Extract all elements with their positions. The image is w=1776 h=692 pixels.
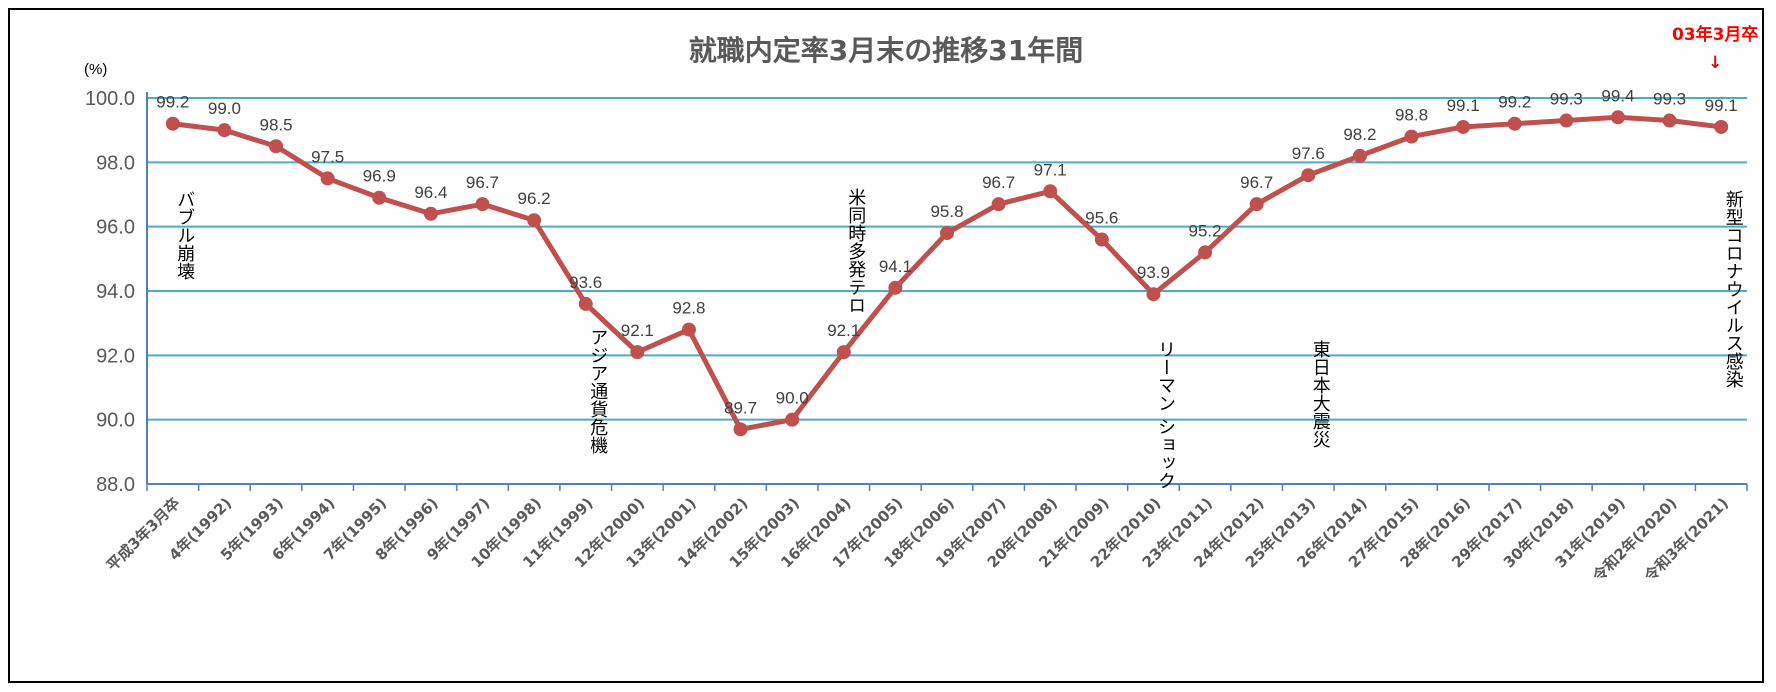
data-label: 96.7 bbox=[1240, 173, 1273, 192]
y-axis-tick-labels: 88.0 90.0 92.0 94.0 96.0 98.0 100.0 bbox=[85, 88, 135, 496]
data-label: 99.1 bbox=[1447, 96, 1480, 115]
data-point bbox=[1146, 287, 1161, 302]
data-point bbox=[836, 345, 851, 360]
event-annotation: アジア通貨危機 bbox=[587, 328, 608, 455]
data-point bbox=[1507, 116, 1522, 131]
data-point bbox=[1301, 168, 1316, 183]
data-label: 98.5 bbox=[259, 115, 292, 134]
data-points bbox=[165, 110, 1729, 437]
data-point bbox=[372, 190, 387, 205]
data-label: 99.1 bbox=[1705, 96, 1738, 115]
x-axis-tick-labels: 平成3年3月卒4年(1992)5年(1993)6年(1994)7年(1995)8… bbox=[103, 494, 1732, 585]
y-tick-label: 100.0 bbox=[85, 88, 135, 110]
data-point bbox=[1404, 129, 1419, 144]
data-point bbox=[630, 345, 645, 360]
data-point bbox=[785, 412, 800, 427]
event-annotation: 新型コロナウイルス感染 bbox=[1723, 190, 1744, 388]
data-point bbox=[991, 197, 1006, 212]
data-point bbox=[1043, 184, 1058, 199]
data-label: 99.2 bbox=[156, 93, 189, 112]
data-label: 96.7 bbox=[466, 173, 499, 192]
data-point bbox=[1456, 119, 1471, 134]
data-point bbox=[733, 422, 748, 437]
y-tick-label: 90.0 bbox=[96, 410, 135, 432]
data-point bbox=[1352, 148, 1367, 163]
data-point bbox=[578, 296, 593, 311]
y-tick-label: 96.0 bbox=[96, 217, 135, 239]
data-point bbox=[1249, 197, 1264, 212]
latest-year-highlight: 03年3月卒 ↓ bbox=[1672, 24, 1759, 73]
data-label: 96.7 bbox=[982, 173, 1015, 192]
data-point bbox=[1094, 232, 1109, 247]
data-label: 97.1 bbox=[1034, 160, 1067, 179]
data-point bbox=[217, 123, 232, 138]
series-line bbox=[172, 114, 1722, 432]
gridlines bbox=[147, 97, 1747, 421]
event-annotation: 東日本大震災 bbox=[1310, 340, 1331, 448]
data-point bbox=[1662, 113, 1677, 128]
chart-title: 就職内定率3月末の推移31年間 bbox=[689, 34, 1083, 67]
highlight-arrow-icon: ↓ bbox=[1708, 53, 1722, 73]
data-label: 98.8 bbox=[1395, 106, 1428, 125]
data-label: 97.5 bbox=[311, 147, 344, 166]
data-label: 93.6 bbox=[569, 273, 602, 292]
data-label: 99.3 bbox=[1550, 90, 1583, 109]
data-point bbox=[1559, 113, 1574, 128]
data-point bbox=[681, 322, 696, 337]
data-point bbox=[940, 226, 954, 241]
data-labels: 99.2 99.0 98.5 97.5 96.9 96.4 96.7 96.2 93.6 92.1… bbox=[156, 86, 1737, 417]
data-label: 99.2 bbox=[1498, 93, 1531, 112]
data-point bbox=[1714, 119, 1729, 134]
data-label: 99.4 bbox=[1601, 86, 1634, 105]
data-point bbox=[475, 197, 490, 212]
data-label: 98.2 bbox=[1343, 125, 1376, 144]
y-tick-label: 94.0 bbox=[96, 281, 135, 303]
data-label: 92.1 bbox=[621, 321, 654, 340]
y-tick-label: 98.0 bbox=[96, 152, 135, 174]
data-label: 90.0 bbox=[776, 389, 809, 408]
data-label: 96.2 bbox=[518, 189, 551, 208]
x-tick-label: 平成3年3月卒 bbox=[103, 494, 184, 575]
data-label: 94.1 bbox=[879, 257, 912, 276]
data-label: 95.6 bbox=[1085, 209, 1118, 228]
event-annotation: 米同時多発テロ bbox=[845, 188, 866, 314]
event-annotation: リーマン ショック bbox=[1155, 340, 1176, 490]
data-label: 93.9 bbox=[1137, 263, 1170, 282]
axes bbox=[146, 92, 1748, 491]
y-axis-unit-label: (%) bbox=[84, 61, 107, 78]
data-point bbox=[320, 171, 335, 186]
data-label: 97.6 bbox=[1292, 144, 1325, 163]
data-label: 99.3 bbox=[1653, 90, 1686, 109]
data-label: 95.2 bbox=[1189, 221, 1222, 240]
data-point bbox=[423, 206, 438, 221]
chart-frame: 就職内定率3月末の推移31年間 (%) 88.0 90.0 92.0 94.0 96.0… bbox=[8, 8, 1764, 683]
line-chart: 就職内定率3月末の推移31年間 (%) 88.0 90.0 92.0 94.0 96.0… bbox=[84, 24, 1759, 585]
data-label: 92.8 bbox=[672, 299, 705, 318]
highlight-label: 03年3月卒 bbox=[1672, 24, 1759, 45]
y-tick-label: 88.0 bbox=[96, 474, 135, 496]
data-label: 95.8 bbox=[930, 202, 963, 221]
data-point bbox=[527, 213, 542, 228]
series-polyline bbox=[172, 114, 1722, 432]
data-point bbox=[269, 139, 284, 154]
data-point bbox=[888, 280, 903, 295]
data-label: 99.0 bbox=[208, 99, 241, 118]
data-point bbox=[165, 116, 180, 131]
y-tick-label: 92.0 bbox=[96, 345, 135, 367]
data-label: 89.7 bbox=[724, 398, 757, 417]
event-annotation: バブル崩壊 bbox=[174, 190, 195, 280]
data-point bbox=[1198, 245, 1213, 260]
data-label: 96.9 bbox=[363, 167, 396, 186]
data-point bbox=[1610, 110, 1625, 125]
data-label: 96.4 bbox=[414, 183, 447, 202]
data-label: 92.1 bbox=[827, 321, 860, 340]
